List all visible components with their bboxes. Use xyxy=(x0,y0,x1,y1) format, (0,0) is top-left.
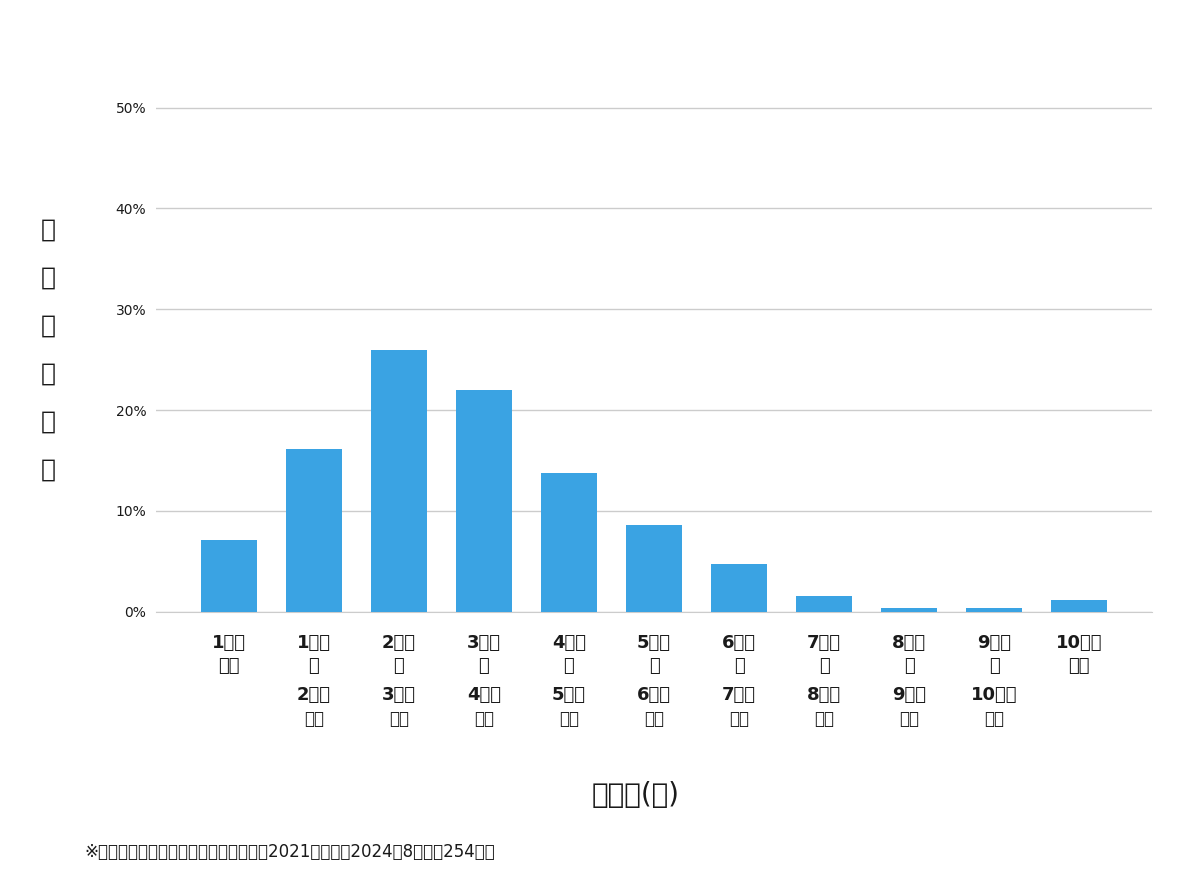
Text: 未満: 未満 xyxy=(559,710,578,728)
Text: 未満: 未満 xyxy=(814,710,834,728)
Text: 9万円: 9万円 xyxy=(892,686,926,704)
Text: 〜: 〜 xyxy=(308,657,319,676)
Text: 〜: 〜 xyxy=(649,657,659,676)
Bar xyxy=(712,565,767,612)
Text: ※弊社受付の案件を対象に集計（期間：2021年１月〜2024年8月、計254件）: ※弊社受付の案件を対象に集計（期間：2021年１月〜2024年8月、計254件） xyxy=(84,843,494,861)
Text: 未満: 未満 xyxy=(218,657,240,676)
Text: 〜: 〜 xyxy=(479,657,490,676)
Text: 5万円: 5万円 xyxy=(552,686,586,704)
Text: 5万円: 5万円 xyxy=(637,634,671,652)
Text: 2万円: 2万円 xyxy=(296,686,331,704)
Bar xyxy=(1051,600,1106,612)
Bar xyxy=(966,607,1021,612)
Text: 8万円: 8万円 xyxy=(892,634,926,652)
Text: 7万円: 7万円 xyxy=(808,634,841,652)
Text: 6万円: 6万円 xyxy=(722,634,756,652)
Text: 価: 価 xyxy=(41,218,55,241)
Text: 〜: 〜 xyxy=(564,657,575,676)
Text: 〜: 〜 xyxy=(989,657,1000,676)
Text: 未満: 未満 xyxy=(644,710,664,728)
Text: 〜: 〜 xyxy=(394,657,404,676)
Text: 価格帯(円): 価格帯(円) xyxy=(592,781,680,809)
Bar xyxy=(626,525,682,612)
Text: 未満: 未満 xyxy=(474,710,494,728)
Text: の: の xyxy=(41,362,55,385)
Bar xyxy=(541,473,596,612)
Text: 〜: 〜 xyxy=(818,657,829,676)
Bar xyxy=(456,390,511,612)
Text: 10万円: 10万円 xyxy=(971,686,1018,704)
Bar xyxy=(202,540,257,612)
Bar xyxy=(797,596,852,612)
Text: 1万円: 1万円 xyxy=(212,634,246,652)
Text: 以上: 以上 xyxy=(1068,657,1090,676)
Text: 7万円: 7万円 xyxy=(722,686,756,704)
Text: 合: 合 xyxy=(41,458,55,482)
Text: 8万円: 8万円 xyxy=(806,686,841,704)
Text: 帯: 帯 xyxy=(41,314,55,337)
Text: 6万円: 6万円 xyxy=(637,686,671,704)
Text: 3万円: 3万円 xyxy=(382,686,416,704)
Text: 未満: 未満 xyxy=(730,710,749,728)
Bar xyxy=(882,607,937,612)
Bar xyxy=(287,449,342,612)
Text: 格: 格 xyxy=(41,266,55,289)
Text: 1万円: 1万円 xyxy=(296,634,331,652)
Text: 未満: 未満 xyxy=(389,710,409,728)
Text: 割: 割 xyxy=(41,410,55,434)
Text: 未満: 未満 xyxy=(304,710,324,728)
Text: 10万円: 10万円 xyxy=(1056,634,1103,652)
Text: 〜: 〜 xyxy=(733,657,744,676)
Text: 未満: 未満 xyxy=(984,710,1004,728)
Text: 9万円: 9万円 xyxy=(977,634,1012,652)
Bar xyxy=(371,350,426,612)
Text: 2万円: 2万円 xyxy=(382,634,416,652)
Text: 4万円: 4万円 xyxy=(467,686,500,704)
Text: 未満: 未満 xyxy=(899,710,919,728)
Text: 4万円: 4万円 xyxy=(552,634,586,652)
Text: 3万円: 3万円 xyxy=(467,634,500,652)
Text: 〜: 〜 xyxy=(904,657,914,676)
